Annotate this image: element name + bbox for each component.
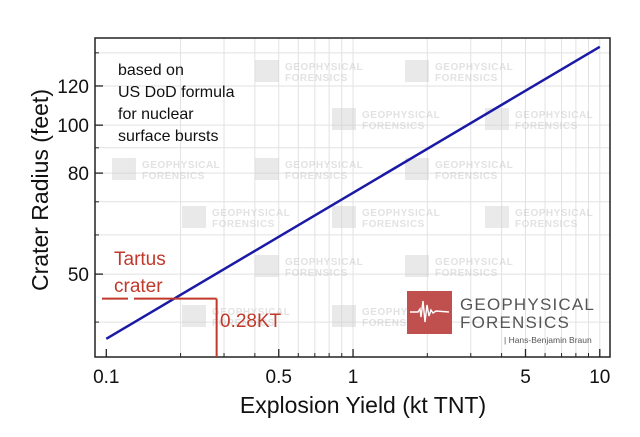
watermark-text-2: FORENSICS: [285, 73, 348, 84]
logo-line-2: FORENSICS: [460, 313, 570, 332]
marker-yield-label: 0.28KT: [220, 311, 282, 332]
series-line: [105, 45, 601, 340]
x-axis-title: Explosion Yield (kt TNT): [240, 392, 486, 418]
watermark-badge: [255, 60, 279, 82]
marker-label-2: crater: [114, 276, 163, 297]
watermark-badge: [255, 255, 279, 277]
x-tick-label: 0.1: [93, 367, 119, 388]
watermark-text-1: GEOPHYSICAL: [515, 208, 593, 219]
y-tick-label: 50: [68, 265, 89, 286]
watermark-text-2: FORENSICS: [362, 121, 425, 132]
watermark-text-1: GEOPHYSICAL: [285, 257, 363, 268]
watermark-text-2: FORENSICS: [285, 268, 348, 279]
y-tick-label: 120: [57, 77, 89, 98]
watermark-badge: [112, 158, 136, 180]
logo-author: | Hans-Benjamin Braun: [504, 335, 592, 345]
geophysical-forensics-logo: GEOPHYSICAL FORENSICS | Hans-Benjamin Br…: [407, 291, 595, 345]
watermark-text-1: GEOPHYSICAL: [435, 160, 513, 171]
x-tick-label: 1: [348, 367, 359, 388]
watermark-text-2: FORENSICS: [362, 318, 425, 329]
watermark-badge: [255, 158, 279, 180]
note-line-3: for nuclear: [118, 106, 194, 123]
watermark-text-2: FORENSICS: [142, 171, 205, 182]
watermark-text-1: GEOPHYSICAL: [362, 110, 440, 121]
watermark-text-2: FORENSICS: [515, 219, 578, 230]
note-line-2: US DoD formula: [118, 84, 235, 101]
y-axis-title: Crater Radius (feet): [27, 89, 53, 291]
tartus-marker: Tartus crater 0.28KT: [102, 249, 282, 357]
watermark-text-2: FORENSICS: [212, 219, 275, 230]
watermark-text-2: FORENSICS: [285, 171, 348, 182]
watermark-text-1: GEOPHYSICAL: [142, 160, 220, 171]
x-axis-ticks: 0.1 0.5 1 5 10: [93, 349, 610, 388]
watermark-badge: [332, 108, 356, 130]
watermark-text-2: FORENSICS: [435, 73, 498, 84]
watermark-badge: [405, 60, 429, 82]
watermark-badge: [485, 206, 509, 228]
y-tick-label: 100: [57, 116, 89, 137]
watermark-badge: [182, 206, 206, 228]
marker-label-1: Tartus: [114, 249, 166, 270]
x-tick-label: 0.5: [266, 367, 292, 388]
watermark-text-1: GEOPHYSICAL: [212, 307, 290, 318]
watermark-badge: [332, 206, 356, 228]
x-tick-label: 5: [520, 367, 531, 388]
note-line-4: surface bursts: [118, 128, 218, 145]
watermark-badge: [332, 305, 356, 327]
watermark-text-2: FORENSICS: [212, 318, 275, 329]
watermark-text-1: GEOPHYSICAL: [435, 257, 513, 268]
watermark-text-2: FORENSICS: [362, 219, 425, 230]
watermark-text-1: GEOPHYSICAL: [285, 160, 363, 171]
y-axis-ticks: 50 80 100 120: [57, 52, 103, 323]
watermark-text-2: FORENSICS: [435, 171, 498, 182]
seismogram-icon: [410, 300, 450, 323]
watermark-text-2: FORENSICS: [515, 121, 578, 132]
watermark-text-2: FORENSICS: [435, 268, 498, 279]
watermark-text-1: GEOPHYSICAL: [362, 208, 440, 219]
watermark-badge: [485, 108, 509, 130]
watermark-badge: [405, 255, 429, 277]
watermark-badge: [182, 305, 206, 327]
watermark-pattern: GEOPHYSICALFORENSICSGEOPHYSICALFORENSICS…: [112, 60, 593, 329]
logo-line-1: GEOPHYSICAL: [460, 295, 595, 314]
y-tick-label: 80: [68, 164, 89, 185]
watermark-text-1: GEOPHYSICAL: [435, 62, 513, 73]
x-tick-label: 10: [589, 367, 610, 388]
watermark-badge: [405, 158, 429, 180]
series-layer: [105, 45, 601, 340]
grid-lines: [95, 38, 610, 357]
watermark-text-1: GEOPHYSICAL: [285, 62, 363, 73]
watermark-text-1: GEOPHYSICAL: [362, 307, 440, 318]
watermark-text-1: GEOPHYSICAL: [515, 110, 593, 121]
note-line-1: based on: [118, 62, 184, 79]
watermark-text-1: GEOPHYSICAL: [212, 208, 290, 219]
